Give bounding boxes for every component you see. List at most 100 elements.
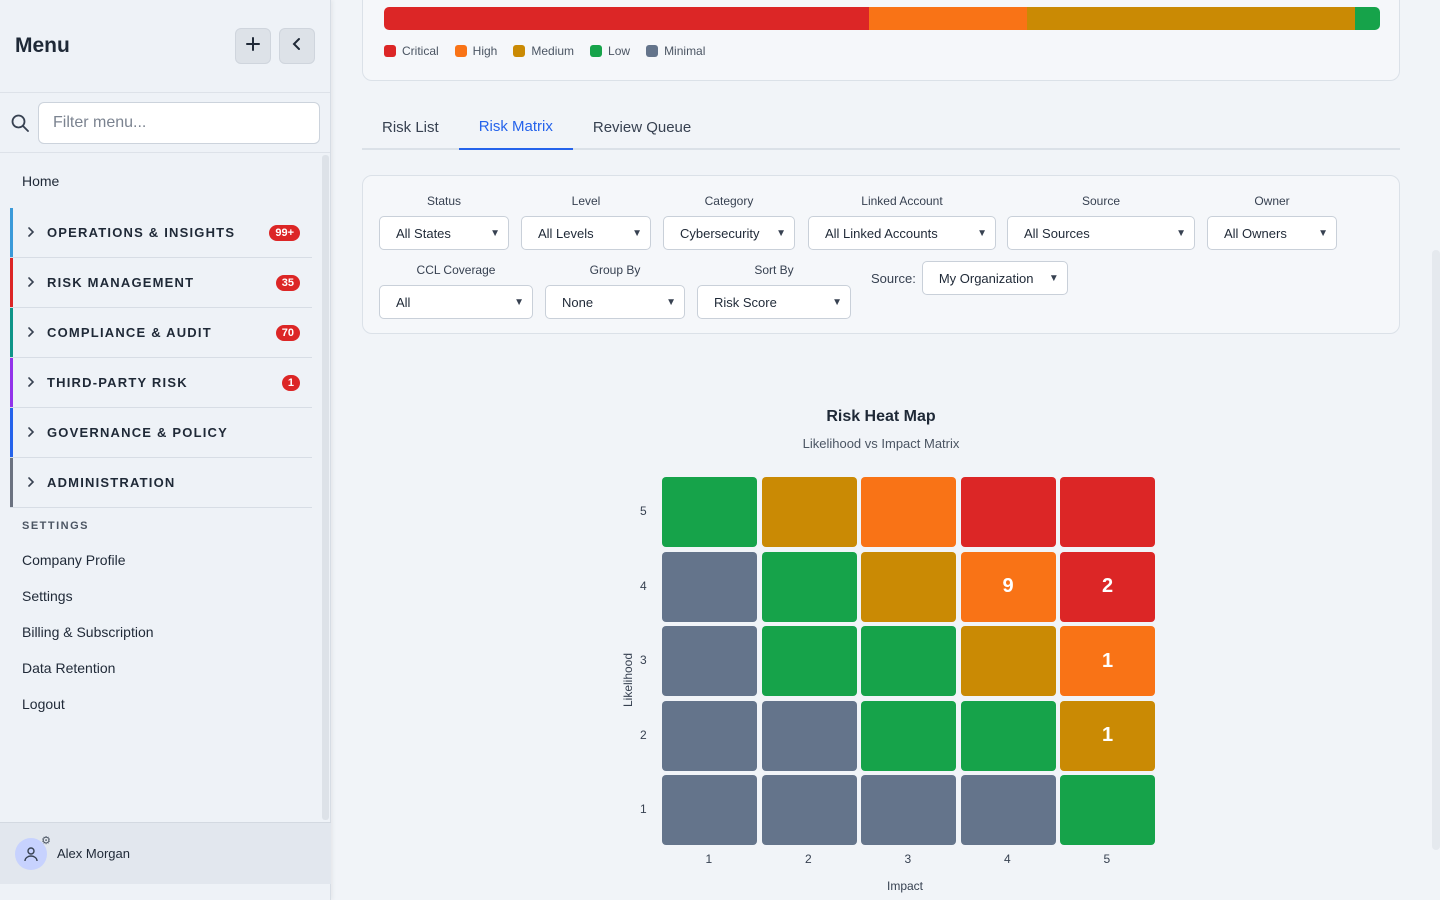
chevron-right-icon bbox=[27, 276, 39, 290]
heatmap-cell[interactable] bbox=[662, 775, 757, 845]
heatmap-x-tick: 3 bbox=[904, 852, 912, 866]
heatmap-cell[interactable] bbox=[761, 775, 857, 845]
sidebar-scrollbar[interactable] bbox=[322, 155, 329, 820]
heatmap-cell[interactable] bbox=[761, 700, 857, 771]
chevron-down-icon: ▼ bbox=[776, 227, 786, 239]
legend-item: High bbox=[454, 44, 498, 58]
tab[interactable]: Risk List bbox=[382, 119, 439, 136]
user-footer[interactable]: ⚙ Alex Morgan bbox=[0, 822, 331, 884]
risk-distribution-legend: Critical High Medium Low Minimal bbox=[384, 44, 721, 58]
settings-item[interactable]: Logout bbox=[22, 696, 65, 712]
settings-item[interactable]: Billing & Subscription bbox=[22, 624, 154, 640]
sort-by-select-value: Risk Score bbox=[714, 294, 777, 310]
group-accent-bar bbox=[10, 208, 13, 257]
group-by-filter: Group By None ▼ bbox=[545, 263, 685, 319]
source-select[interactable]: All Sources ▼ bbox=[1007, 216, 1195, 250]
level-select-value: All Levels bbox=[538, 225, 594, 241]
chevron-left-icon bbox=[292, 37, 302, 56]
owner-select[interactable]: All Owners ▼ bbox=[1207, 216, 1337, 250]
group-by-filter-label: Group By bbox=[589, 263, 641, 277]
sort-by-filter: Sort By Risk Score ▼ bbox=[697, 263, 851, 319]
level-filter: Level All Levels ▼ bbox=[521, 194, 651, 250]
heatmap-cell[interactable] bbox=[662, 551, 757, 622]
search-icon bbox=[10, 113, 30, 133]
sort-by-filter-label: Sort By bbox=[754, 263, 794, 277]
heatmap-cell[interactable] bbox=[960, 626, 1056, 696]
chevron-right-icon bbox=[27, 426, 39, 440]
legend-swatch bbox=[590, 45, 603, 57]
level-select[interactable]: All Levels ▼ bbox=[521, 216, 651, 250]
heatmap-cell[interactable] bbox=[761, 626, 857, 696]
tab[interactable]: Review Queue bbox=[592, 119, 692, 136]
settings-item[interactable]: Company Profile bbox=[22, 552, 126, 568]
tab[interactable]: Risk Matrix bbox=[458, 105, 573, 150]
heatmap-cell[interactable]: 1 bbox=[1060, 626, 1155, 696]
status-filter: Status All States ▼ bbox=[379, 194, 509, 250]
status-select[interactable]: All States ▼ bbox=[379, 216, 509, 250]
sidebar-group[interactable]: RISK MANAGEMENT 35 bbox=[10, 258, 312, 308]
distribution-segment bbox=[384, 7, 870, 30]
legend-label: Medium bbox=[531, 44, 575, 58]
group-by-select[interactable]: None ▼ bbox=[545, 285, 685, 319]
source-scope-select[interactable]: My Organization ▼ bbox=[921, 261, 1068, 295]
settings-heading: SETTINGS bbox=[22, 520, 90, 532]
chevron-down-icon: ▼ bbox=[1048, 272, 1059, 284]
avatar[interactable]: ⚙ bbox=[15, 835, 51, 870]
heatmap-x-axis-label: Impact bbox=[887, 879, 924, 893]
heatmap-cell[interactable] bbox=[761, 551, 857, 622]
legend-swatch bbox=[513, 45, 526, 57]
heatmap-cell[interactable] bbox=[960, 775, 1056, 845]
heatmap-cell[interactable] bbox=[861, 551, 956, 622]
add-button[interactable] bbox=[235, 28, 271, 64]
settings-item[interactable]: Data Retention bbox=[22, 660, 116, 676]
owner-filter: Owner All Owners ▼ bbox=[1207, 194, 1337, 250]
heatmap-cell[interactable] bbox=[861, 700, 956, 771]
sort-by-select[interactable]: Risk Score ▼ bbox=[697, 285, 851, 319]
heatmap-cell[interactable] bbox=[662, 700, 757, 771]
heatmap-cell[interactable] bbox=[960, 700, 1056, 771]
heatmap-cell[interactable] bbox=[960, 477, 1056, 547]
filter-panel: Status All States ▼ Level All Levels ▼ Cat… bbox=[362, 175, 1400, 334]
heatmap-x-tick: 2 bbox=[805, 852, 812, 866]
heatmap-subtitle: Likelihood vs Impact Matrix bbox=[802, 436, 960, 451]
heatmap-y-tick: 2 bbox=[640, 727, 647, 742]
legend-label: High bbox=[472, 44, 498, 58]
ccl-coverage-select[interactable]: All ▼ bbox=[379, 285, 533, 319]
heatmap-cell[interactable] bbox=[861, 626, 956, 696]
sidebar-item-home[interactable]: Home bbox=[22, 172, 60, 189]
sidebar: Menu Home OPERATIONS & INSIGHTS 99+ RISK M… bbox=[0, 0, 331, 900]
heatmap-cell[interactable] bbox=[1060, 775, 1155, 845]
sidebar-group[interactable]: THIRD-PARTY RISK 1 bbox=[10, 358, 312, 408]
ccl-coverage-filter: CCL Coverage All ▼ bbox=[379, 263, 533, 319]
linked-account-select[interactable]: All Linked Accounts ▼ bbox=[808, 216, 996, 250]
source-filter-label: Source bbox=[1081, 194, 1121, 208]
sidebar-group[interactable]: COMPLIANCE & AUDIT 70 bbox=[10, 308, 312, 358]
heatmap-x-tick: 1 bbox=[705, 852, 713, 866]
heatmap-cell[interactable] bbox=[761, 477, 857, 547]
group-accent-bar bbox=[10, 258, 13, 307]
ccl-coverage-select-value: All bbox=[396, 294, 411, 310]
legend-item: Medium bbox=[513, 44, 574, 58]
sidebar-group[interactable]: ADMINISTRATION bbox=[10, 458, 312, 508]
heatmap-cell[interactable] bbox=[662, 477, 757, 547]
category-select[interactable]: Cybersecurity ▼ bbox=[663, 216, 795, 250]
risk-distribution-card: Critical High Medium Low Minimal bbox=[362, 0, 1400, 81]
heatmap-cell[interactable]: 1 bbox=[1060, 700, 1155, 771]
chevron-down-icon: ▼ bbox=[832, 296, 842, 308]
heatmap-cell[interactable] bbox=[1060, 477, 1155, 547]
settings-item[interactable]: Settings bbox=[22, 588, 73, 604]
sidebar-group[interactable]: GOVERNANCE & POLICY bbox=[10, 408, 312, 458]
legend-swatch bbox=[454, 45, 467, 57]
chevron-down-icon: ▼ bbox=[514, 296, 524, 308]
heatmap-cell[interactable]: 2 bbox=[1060, 551, 1155, 622]
heatmap-cell[interactable]: 9 bbox=[960, 551, 1056, 622]
main-scrollbar[interactable] bbox=[1432, 250, 1440, 850]
sidebar-group[interactable]: OPERATIONS & INSIGHTS 99+ bbox=[10, 208, 312, 258]
heatmap-cell[interactable] bbox=[662, 626, 757, 696]
heatmap-cell[interactable] bbox=[861, 477, 956, 547]
linked-account-select-value: All Linked Accounts bbox=[825, 225, 938, 241]
group-accent-bar bbox=[10, 358, 13, 407]
heatmap-cell[interactable] bbox=[861, 775, 956, 845]
collapse-sidebar-button[interactable] bbox=[279, 28, 315, 64]
filter-menu-input[interactable] bbox=[38, 101, 320, 144]
